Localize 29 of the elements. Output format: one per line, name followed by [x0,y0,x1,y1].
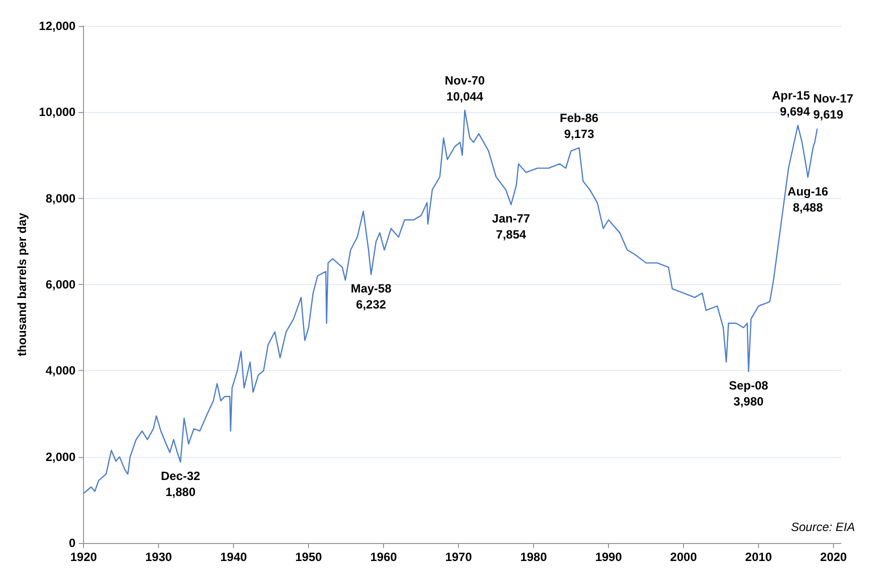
x-tick-label: 2000 [670,550,698,564]
annotation: Dec-32 1,880 [160,469,200,500]
annotation: Nov-17 9,619 [813,92,854,122]
annotation: Jan-77 7,854 [492,212,530,242]
x-tick-label: 1980 [520,550,548,564]
annotation: Sep-08 3,980 [728,378,769,409]
y-tick-label: 8,000 [46,191,76,206]
x-tick-label: 1930 [145,550,172,564]
annotation: May-58 6,232 [350,282,392,312]
x-tick-label: 1970 [445,550,472,564]
y-tick-label: 6,000 [46,278,76,292]
annotation: Aug-16 8,488 [788,184,829,214]
y-axis-title: thousand barrels per day [15,212,29,356]
x-tick-label: 1990 [595,550,622,564]
y-tick-label: 2,000 [46,450,76,464]
annotation: Nov-70 10,044 [444,73,486,104]
x-tick-label: 1960 [370,550,398,564]
annotation: Feb-86 9,173 [560,110,599,141]
x-tick-label: 1940 [220,550,248,564]
x-tick-label: 1920 [70,550,98,564]
annotation: Apr-15 9,694 [772,88,810,118]
x-tick-label: 2020 [820,550,848,564]
annotation: Source: EIA [790,520,855,534]
y-tick-label: 0 [68,536,76,550]
x-tick-label: 1950 [295,550,322,564]
x-tick-label: 2010 [745,550,772,564]
y-tick-label: 10,000 [38,105,76,120]
y-tick-label: 12,000 [38,19,76,33]
y-tick-label: 4,000 [46,364,76,378]
